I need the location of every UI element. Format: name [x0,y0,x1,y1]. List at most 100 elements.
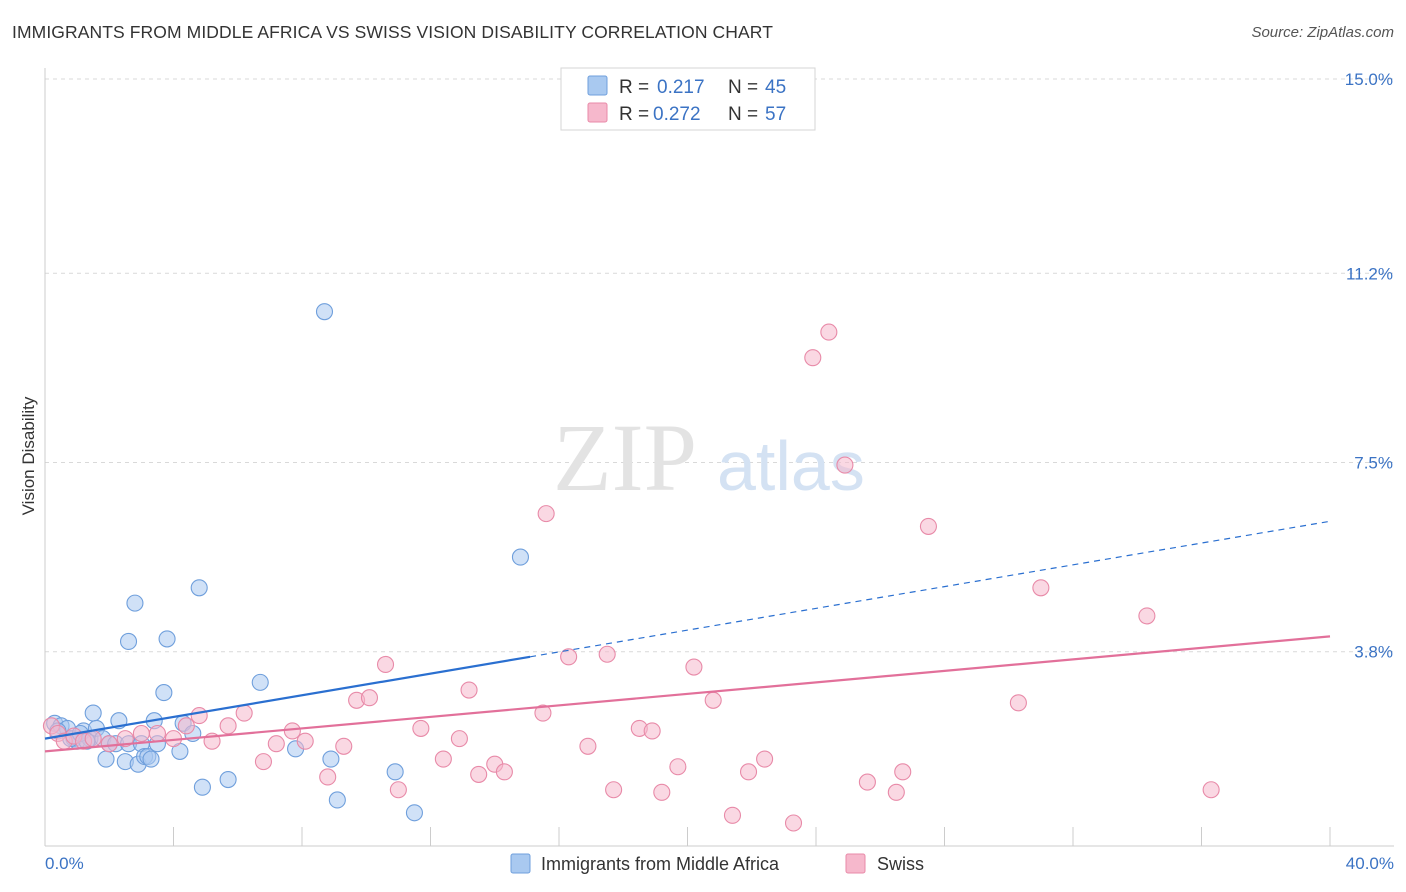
legend-swatch-blue [587,75,608,96]
point-1-33 [534,704,552,722]
point-1-44 [704,691,722,709]
legend-r-value-1: 0.217 [657,77,705,98]
point-1-21 [335,737,353,755]
point-1-25 [389,781,407,799]
point-1-17 [267,735,285,753]
point-1-27 [434,750,452,768]
point-0-25 [155,684,173,702]
grid-layer [45,78,1394,653]
point-1-42 [669,758,687,776]
point-1-53 [887,783,905,801]
points-layer [42,303,1220,832]
legend-n-label-1: N = [728,77,758,98]
point-1-9 [148,724,166,743]
point-0-31 [219,770,237,789]
point-1-38 [605,781,623,799]
point-0-7 [84,704,102,722]
point-1-37 [598,645,616,663]
bottom-legend: Immigrants from Middle Africa Swiss [510,853,924,874]
point-1-57 [1032,579,1050,597]
bottom-legend-swatch-pink [845,853,866,874]
point-0-36 [328,791,346,809]
point-1-32 [495,763,513,781]
point-0-38 [405,804,423,822]
point-0-10 [97,750,115,768]
legend-box: R = 0.217 N = 45 R = 0.272 N = 57 [560,67,816,131]
bottom-legend-label-blue: Immigrants from Middle Africa [541,854,780,874]
point-1-7 [116,730,134,748]
y-tick-labels: 3.8% 7.5% 11.2% 15.0% [1345,70,1393,662]
point-0-29 [190,579,208,597]
point-1-8 [132,724,150,743]
bottom-legend-label-pink: Swiss [877,854,924,874]
point-0-44 [142,750,160,768]
x-tick-label-max: 40.0% [1346,854,1394,873]
trend-line-blue [44,655,531,740]
point-1-11 [177,717,195,735]
x-tick-label-min: 0.0% [45,854,84,873]
point-1-43 [685,658,703,676]
point-1-46 [739,763,758,781]
y-tick-label-2: 11.2% [1346,264,1393,283]
watermark-zip: ZIP [553,404,697,511]
point-1-40 [643,722,661,740]
point-1-18 [283,722,301,740]
point-1-6 [100,735,118,753]
point-1-28 [450,730,468,748]
y-axis-label: Vision Disability [19,396,38,515]
point-1-56 [1009,694,1027,712]
point-1-29 [460,681,478,699]
point-1-52 [858,773,876,791]
point-1-20 [319,768,337,786]
legend-n-label-2: N = [728,104,758,125]
point-1-16 [254,753,273,771]
point-1-12 [190,707,208,725]
point-0-17 [126,594,144,612]
legend-n-value-2: 57 [765,104,786,125]
point-1-19 [296,732,314,750]
bottom-legend-swatch-blue [510,853,531,874]
point-0-32 [251,673,269,691]
point-1-26 [412,719,430,737]
legend-r-label-2: R = [619,104,649,125]
point-1-49 [804,349,822,367]
point-1-48 [784,814,803,832]
point-1-36 [579,737,597,755]
y-tick-label-0: 3.8% [1354,643,1393,662]
point-1-41 [653,783,671,801]
point-1-51 [836,456,854,474]
point-1-47 [756,750,774,768]
trend-line-pink [44,635,1331,753]
watermark: ZIP atlas [553,404,865,511]
point-0-16 [119,632,138,651]
point-1-50 [820,323,838,341]
point-1-45 [723,806,742,824]
point-0-34 [315,303,334,321]
point-1-35 [560,648,578,666]
point-0-35 [322,750,340,768]
trend-layer [44,520,1331,753]
point-1-30 [470,765,488,783]
y-tick-label-3: 15.0% [1345,70,1393,89]
point-1-24 [376,655,395,674]
point-0-37 [386,763,404,781]
point-1-15 [235,704,253,722]
point-1-34 [537,505,555,523]
point-1-55 [919,517,937,535]
point-0-24 [158,630,176,648]
legend-r-label-1: R = [619,77,649,98]
y-tick-label-1: 7.5% [1354,454,1393,473]
point-1-14 [219,717,237,735]
point-1-58 [1138,607,1156,625]
x-tick-marks [173,827,1331,846]
legend-n-value-1: 45 [765,77,786,98]
legend-r-value-2: 0.272 [653,104,701,125]
source-label: Source: ZipAtlas.com [1251,24,1394,41]
chart-title: IMMIGRANTS FROM MIDDLE AFRICA VS SWISS V… [12,22,773,42]
point-1-59 [1202,781,1220,799]
point-1-5 [84,730,102,748]
trend-line-blue-dashed [529,520,1331,658]
legend-swatch-pink [587,102,608,123]
point-1-54 [894,763,912,781]
